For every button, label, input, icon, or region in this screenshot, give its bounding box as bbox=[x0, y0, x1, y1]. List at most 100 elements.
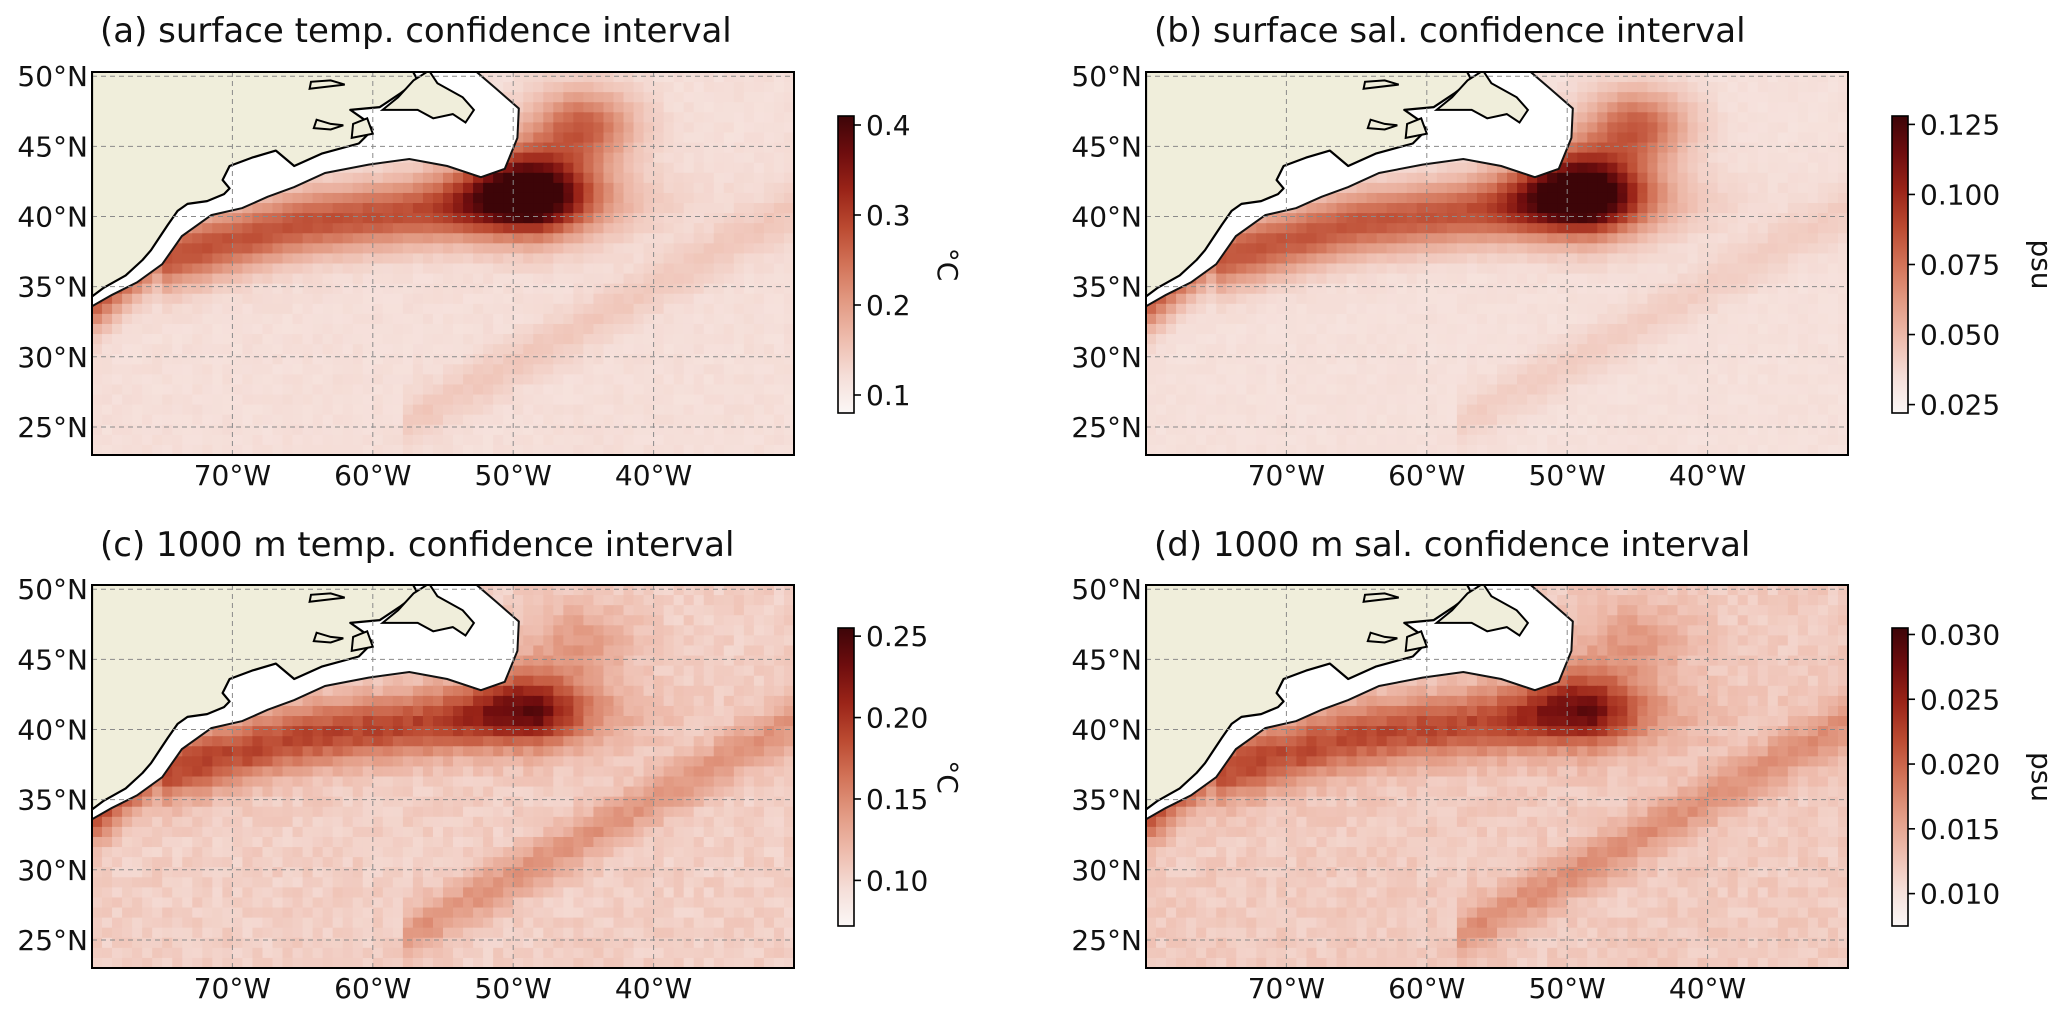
heatmap-cell bbox=[1747, 374, 1759, 386]
heatmap-cell bbox=[513, 424, 524, 436]
heatmap-cell bbox=[563, 223, 574, 234]
heatmap-cell bbox=[763, 253, 775, 265]
heatmap-cell bbox=[523, 223, 534, 234]
heatmap-cell bbox=[513, 253, 524, 265]
heatmap-cell bbox=[202, 354, 213, 365]
heatmap-cell bbox=[1727, 112, 1739, 123]
heatmap-cell bbox=[1607, 213, 1618, 224]
heatmap-cell bbox=[232, 253, 244, 265]
heatmap-cell bbox=[1707, 243, 1719, 255]
heatmap-cell bbox=[232, 243, 244, 255]
heatmap-cell bbox=[483, 172, 494, 184]
heatmap-cell bbox=[573, 82, 584, 93]
heatmap-cell bbox=[1486, 253, 1498, 265]
heatmap-cell bbox=[1527, 384, 1538, 396]
heatmap-cell bbox=[1697, 344, 1709, 355]
heatmap-cell bbox=[1336, 323, 1348, 335]
heatmap-cell bbox=[1637, 162, 1649, 174]
heatmap-cell bbox=[102, 434, 113, 446]
heatmap-cell bbox=[1426, 172, 1438, 184]
heatmap-cell bbox=[302, 424, 314, 436]
heatmap-cell bbox=[1807, 192, 1819, 204]
heatmap-cell bbox=[432, 203, 444, 214]
heatmap-cell bbox=[272, 223, 284, 234]
heatmap-cell bbox=[1186, 344, 1197, 355]
heatmap-cell bbox=[583, 414, 595, 426]
heatmap-cell bbox=[1436, 182, 1448, 194]
heatmap-cell bbox=[1466, 172, 1478, 184]
heatmap-cell bbox=[743, 102, 755, 113]
map-frame bbox=[91, 71, 795, 456]
heatmap-cell bbox=[513, 162, 524, 174]
heatmap-cell bbox=[1777, 203, 1789, 214]
heatmap-cell bbox=[723, 273, 735, 285]
heatmap-cell bbox=[583, 82, 595, 93]
heatmap-cell bbox=[132, 444, 143, 455]
heatmap-cell bbox=[753, 263, 765, 275]
heatmap-cell bbox=[1637, 303, 1649, 315]
heatmap-cell bbox=[302, 313, 314, 325]
heatmap-cell bbox=[1286, 374, 1298, 386]
heatmap-cell bbox=[312, 192, 324, 204]
heatmap-cell bbox=[463, 283, 474, 295]
heatmap-cell bbox=[453, 182, 464, 194]
heatmap-cell bbox=[1507, 364, 1518, 375]
heatmap-cell bbox=[1226, 263, 1237, 275]
heatmap-cell bbox=[1406, 162, 1418, 174]
heatmap-cell bbox=[523, 434, 534, 446]
heatmap-cell bbox=[543, 132, 554, 144]
heatmap-cell bbox=[392, 344, 404, 355]
heatmap-cell bbox=[733, 354, 745, 365]
heatmap-cell bbox=[773, 344, 785, 355]
heatmap-cell bbox=[1587, 132, 1598, 144]
heatmap-cell bbox=[1326, 203, 1338, 214]
heatmap-cell bbox=[1206, 283, 1217, 295]
heatmap-cell bbox=[292, 253, 304, 265]
heatmap-cell bbox=[102, 424, 113, 436]
heatmap-cell bbox=[1146, 374, 1157, 386]
heatmap-cell bbox=[523, 354, 534, 365]
heatmap-cell bbox=[412, 203, 424, 214]
heatmap-cell bbox=[623, 82, 635, 93]
heatmap-cell bbox=[1246, 374, 1257, 386]
heatmap-cell bbox=[1486, 223, 1498, 234]
heatmap-cell bbox=[182, 394, 193, 406]
heatmap-cell bbox=[202, 394, 213, 406]
heatmap-cell bbox=[643, 142, 655, 154]
heatmap-cell bbox=[1486, 263, 1498, 275]
heatmap-cell bbox=[1717, 273, 1729, 285]
heatmap-cell bbox=[422, 273, 434, 285]
heatmap-cell bbox=[623, 404, 635, 416]
heatmap-cell bbox=[1557, 82, 1568, 93]
heatmap-cell bbox=[302, 273, 314, 285]
heatmap-cell bbox=[412, 374, 424, 386]
heatmap-cell bbox=[1306, 303, 1318, 315]
heatmap-cell bbox=[463, 394, 474, 406]
heatmap-cell bbox=[773, 313, 785, 325]
heatmap-cell bbox=[1597, 172, 1608, 184]
heatmap-cell bbox=[683, 384, 695, 396]
heatmap-cell bbox=[783, 364, 794, 375]
heatmap-cell bbox=[1817, 82, 1829, 93]
heatmap-cell bbox=[773, 192, 785, 204]
heatmap-cell bbox=[1266, 233, 1277, 244]
heatmap-cell bbox=[593, 293, 605, 305]
heatmap-cell bbox=[1697, 152, 1709, 164]
heatmap-cell bbox=[282, 424, 294, 436]
heatmap-cell bbox=[683, 132, 695, 144]
heatmap-cell bbox=[332, 414, 344, 426]
heatmap-cell bbox=[1326, 192, 1338, 204]
heatmap-cell bbox=[252, 323, 264, 335]
heatmap-cell bbox=[633, 354, 645, 365]
heatmap-cell bbox=[1226, 253, 1237, 265]
heatmap-cell bbox=[372, 162, 384, 174]
heatmap-cell bbox=[763, 92, 775, 103]
heatmap-cell bbox=[1476, 344, 1488, 355]
heatmap-cell bbox=[1276, 303, 1287, 315]
heatmap-cell bbox=[603, 344, 615, 355]
heatmap-cell bbox=[1657, 384, 1669, 396]
heatmap-cell bbox=[1406, 394, 1418, 406]
heatmap-cell bbox=[222, 233, 233, 244]
heatmap-cell bbox=[483, 404, 494, 416]
heatmap-cell bbox=[1727, 323, 1739, 335]
